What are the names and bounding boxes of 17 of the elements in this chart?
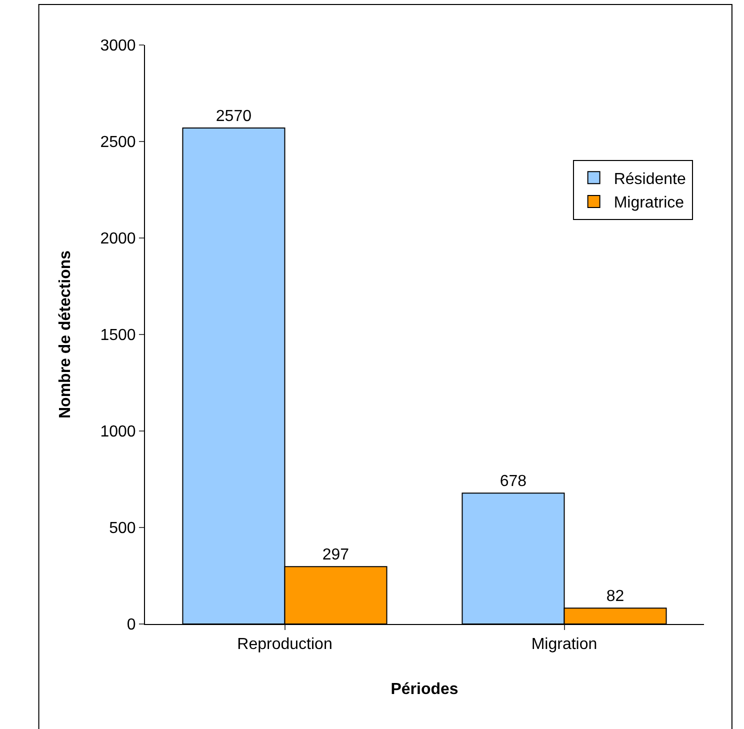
x-tick-label: Migration	[531, 636, 598, 654]
data-label: 297	[322, 546, 350, 564]
data-label: 82	[606, 588, 624, 606]
legend-label: Migratrice	[614, 194, 684, 212]
y-tick-label: 1500	[100, 327, 136, 344]
data-label: 678	[500, 473, 527, 490]
y-tick-label: 3000	[100, 38, 136, 55]
y-tick-label: 500	[109, 520, 136, 538]
x-axis-title: Périodes	[390, 680, 458, 698]
y-tick-label: 0	[126, 616, 136, 634]
legend-label: Résidente	[614, 170, 686, 188]
y-axis-title: Nombre de détections	[57, 250, 74, 419]
data-label: 2570	[216, 108, 252, 125]
y-tick-label: 2000	[100, 230, 136, 248]
y-tick-label: 2500	[100, 134, 136, 152]
x-tick-label: Reproduction	[237, 636, 332, 654]
y-tick-label: 1000	[100, 424, 136, 441]
